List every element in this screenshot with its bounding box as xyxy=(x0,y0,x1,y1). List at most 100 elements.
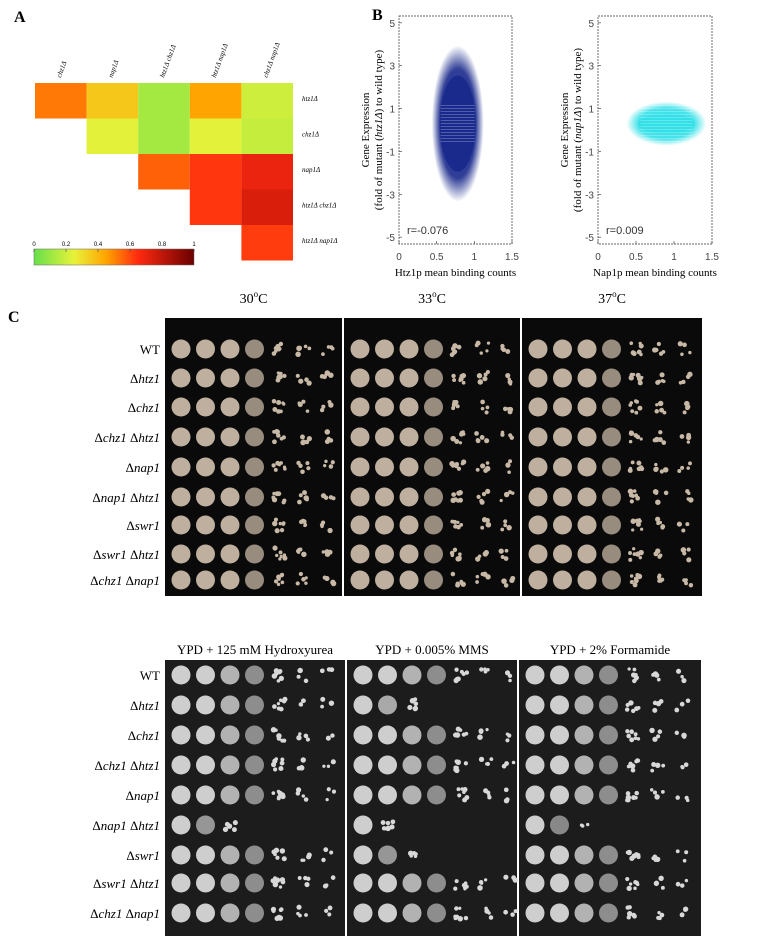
spot xyxy=(220,695,240,715)
colony xyxy=(459,374,464,379)
strain-label-part: htz1 xyxy=(138,547,160,562)
colony xyxy=(304,913,308,917)
colony xyxy=(483,669,488,674)
colony xyxy=(474,431,479,436)
colony xyxy=(680,547,687,553)
colony xyxy=(677,469,682,473)
colony xyxy=(303,733,309,739)
colony xyxy=(322,764,326,768)
strain-label: Δswr1 Δhtz1 xyxy=(93,547,160,562)
colony xyxy=(500,527,505,532)
spot xyxy=(375,457,394,477)
spot xyxy=(171,785,191,805)
colony xyxy=(277,669,283,674)
colony xyxy=(629,574,634,578)
colony xyxy=(475,556,481,562)
strain-label-part: Δ xyxy=(93,547,101,562)
colony xyxy=(327,549,333,555)
strain-label-part: nap1 xyxy=(101,818,127,833)
spot xyxy=(528,457,548,477)
colony xyxy=(321,352,325,357)
colony xyxy=(280,572,285,577)
heatmap-cell xyxy=(241,83,293,119)
spot xyxy=(245,845,264,865)
heatmap-cell xyxy=(86,118,139,154)
temperature: 37oC xyxy=(598,289,626,307)
strain-label-part: swr1 xyxy=(101,876,126,891)
colony xyxy=(654,462,658,467)
spot xyxy=(399,457,419,477)
colony xyxy=(634,410,639,415)
colony xyxy=(222,826,229,833)
colony xyxy=(279,907,284,912)
row-label: htz1Δ nap1Δ xyxy=(302,237,338,245)
colony xyxy=(685,698,691,704)
colony xyxy=(456,490,462,496)
spot xyxy=(350,515,370,535)
colony xyxy=(661,790,665,794)
spot xyxy=(196,665,215,685)
colony xyxy=(460,787,465,791)
strain-label-part: WT xyxy=(140,342,160,357)
colony xyxy=(451,464,455,468)
colony xyxy=(625,850,630,855)
colony xyxy=(302,858,306,862)
spot xyxy=(402,785,422,805)
heatmap-cell xyxy=(138,83,190,119)
colony xyxy=(327,912,332,917)
colony xyxy=(500,555,505,560)
y-tick-label: 1 xyxy=(588,105,594,116)
spot xyxy=(574,873,594,893)
colony xyxy=(675,849,680,854)
strain-label-part: Δ xyxy=(90,573,98,588)
strain-label-part: swr1 xyxy=(135,518,160,533)
strain-label-part: htz1 xyxy=(138,758,160,773)
colony xyxy=(328,495,334,500)
colony xyxy=(304,581,308,585)
strain-label: Δchz1 Δhtz1 xyxy=(94,758,160,773)
spot xyxy=(599,903,618,923)
colony xyxy=(680,764,684,769)
colony xyxy=(681,677,687,684)
colony xyxy=(321,404,326,409)
colony xyxy=(677,341,683,347)
colony xyxy=(635,399,639,404)
colony xyxy=(485,405,490,410)
colony xyxy=(654,794,660,800)
colony xyxy=(280,757,285,762)
colony xyxy=(413,854,418,859)
colorbar-tick-label: 1 xyxy=(192,242,196,248)
colony xyxy=(454,767,460,774)
spot xyxy=(353,695,373,715)
colony xyxy=(507,377,511,381)
colony xyxy=(304,377,309,382)
spot xyxy=(525,665,545,685)
colony xyxy=(626,797,631,803)
spot xyxy=(378,845,397,865)
spot xyxy=(402,873,422,893)
colony xyxy=(306,380,312,386)
spot xyxy=(353,903,373,923)
colony xyxy=(682,578,687,583)
colony xyxy=(481,517,488,523)
colony xyxy=(451,406,456,411)
colony xyxy=(464,670,470,675)
heatmap-cell xyxy=(189,189,242,225)
x-tick-label: 1 xyxy=(472,252,478,263)
colony xyxy=(279,527,285,533)
colony xyxy=(276,371,281,375)
spot xyxy=(196,755,215,775)
colony xyxy=(298,463,303,469)
colony xyxy=(305,497,309,502)
spot xyxy=(577,515,597,535)
spot xyxy=(220,544,240,564)
spot xyxy=(550,695,569,715)
strain-label: Δnap1 xyxy=(126,788,160,803)
strain-label-part: Δ xyxy=(122,573,134,588)
heatmap-cell xyxy=(189,118,242,154)
colony xyxy=(272,704,277,709)
strain-label-part: Δ xyxy=(127,547,139,562)
spot xyxy=(350,397,370,417)
colony xyxy=(636,460,642,466)
colony xyxy=(485,349,489,353)
